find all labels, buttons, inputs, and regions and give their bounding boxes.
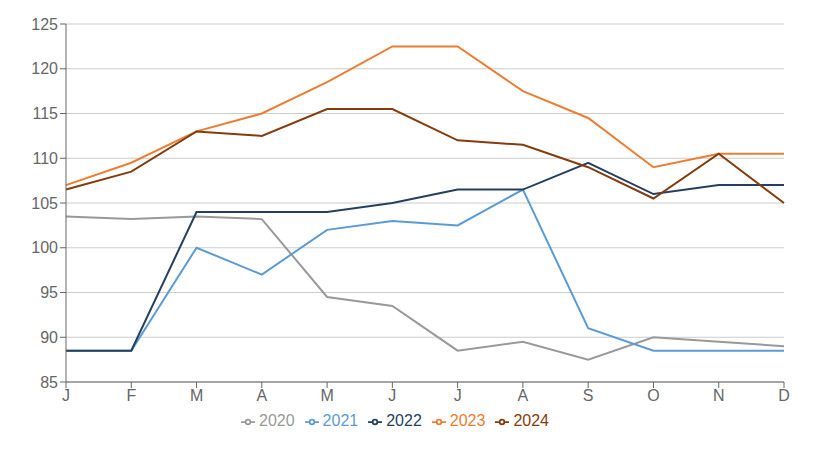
svg-text:J: J — [62, 387, 70, 404]
svg-text:110: 110 — [32, 150, 58, 167]
svg-text:100: 100 — [31, 239, 58, 256]
svg-text:A: A — [256, 387, 267, 404]
html-text:2023: 2023 — [449, 412, 486, 429]
html-text:2022: 2022 — [386, 412, 422, 429]
svg-text:120: 120 — [31, 60, 58, 77]
svg-text:J: J — [454, 387, 462, 404]
svg-text:F: F — [126, 387, 136, 404]
html-text:2020: 2020 — [259, 412, 295, 429]
svg-text:O: O — [647, 387, 659, 404]
svg-text:115: 115 — [32, 105, 58, 122]
svg-text:95: 95 — [40, 284, 58, 301]
svg-text:85: 85 — [40, 374, 58, 391]
svg-text:A: A — [518, 387, 529, 404]
svg-text:N: N — [713, 387, 725, 404]
svg-text:D: D — [778, 387, 790, 404]
svg-text:90: 90 — [40, 329, 58, 346]
svg-text:S: S — [583, 387, 594, 404]
svg-text:M: M — [320, 387, 333, 404]
svg-text:J: J — [388, 387, 396, 404]
svg-text:M: M — [190, 387, 203, 404]
svg-text:105: 105 — [31, 195, 58, 212]
svg-text:125: 125 — [31, 16, 58, 33]
html-text:2024: 2024 — [513, 412, 549, 429]
html-text:2021: 2021 — [322, 412, 359, 429]
